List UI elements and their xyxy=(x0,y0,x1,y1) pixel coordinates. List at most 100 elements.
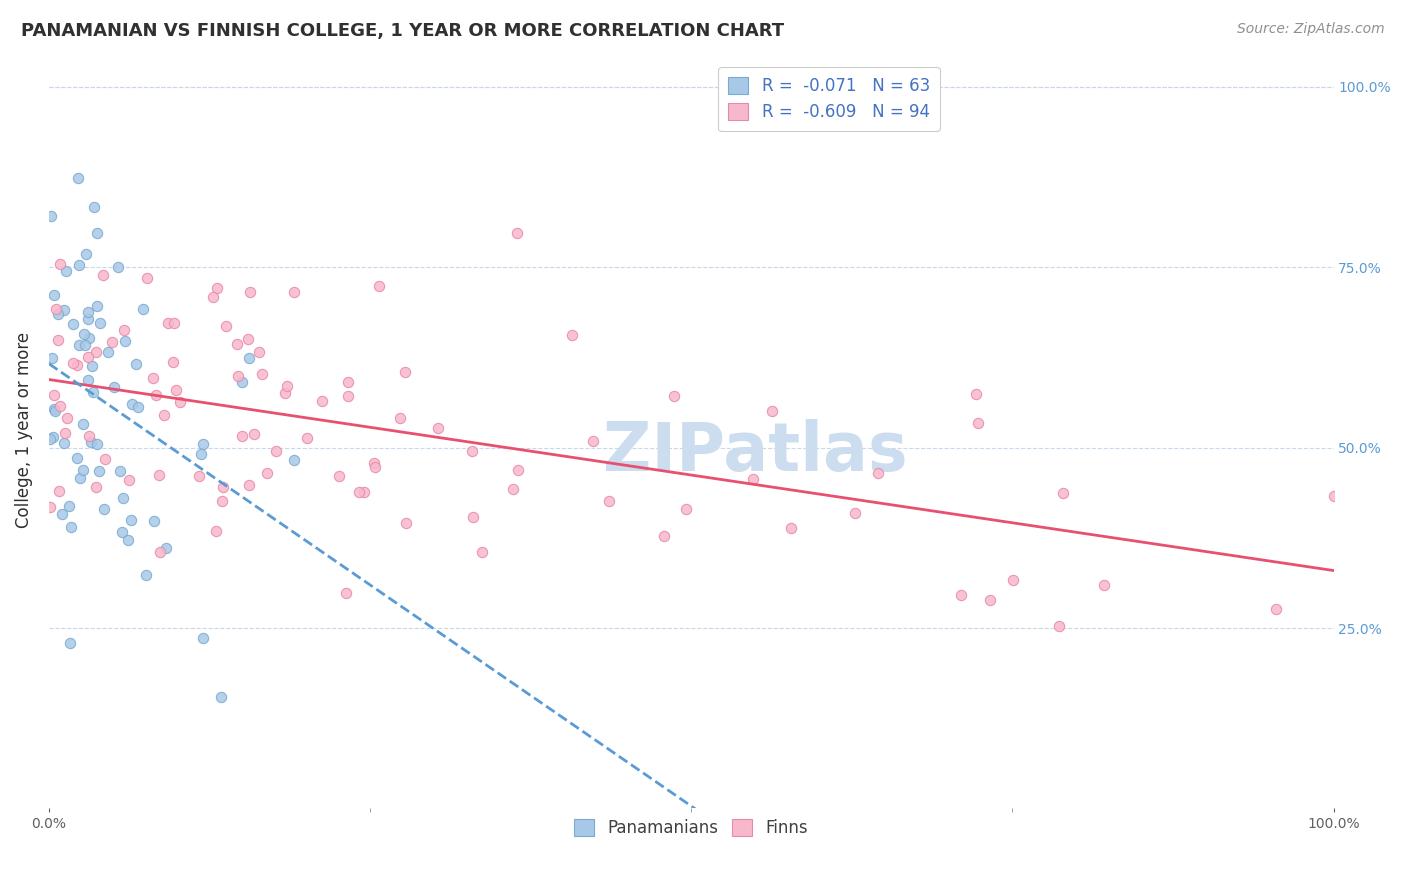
Point xyxy=(111,524,134,539)
Point xyxy=(82,385,104,400)
Point xyxy=(86,437,108,451)
Point xyxy=(508,462,530,476)
Point xyxy=(236,332,259,346)
Point xyxy=(662,389,685,403)
Point xyxy=(979,593,1001,607)
Y-axis label: College, 1 year or more: College, 1 year or more xyxy=(15,332,32,528)
Point xyxy=(46,333,69,347)
Point xyxy=(39,209,62,223)
Point xyxy=(66,358,89,372)
Point xyxy=(389,410,412,425)
Point xyxy=(46,308,69,322)
Point xyxy=(256,466,278,480)
Point xyxy=(59,636,82,650)
Point xyxy=(55,264,77,278)
Point xyxy=(283,453,305,467)
Point xyxy=(844,506,866,520)
Point xyxy=(62,317,84,331)
Point xyxy=(66,450,89,465)
Point xyxy=(94,451,117,466)
Point xyxy=(83,200,105,214)
Point xyxy=(108,464,131,478)
Point xyxy=(967,417,990,431)
Point xyxy=(77,429,100,443)
Point xyxy=(238,351,260,365)
Point xyxy=(226,337,249,351)
Point xyxy=(69,471,91,485)
Point xyxy=(353,484,375,499)
Point xyxy=(59,520,82,534)
Point xyxy=(1322,489,1344,503)
Point xyxy=(157,316,180,330)
Point xyxy=(228,369,250,384)
Point xyxy=(363,456,385,470)
Point xyxy=(211,494,233,508)
Point xyxy=(1002,573,1025,587)
Point xyxy=(395,516,418,530)
Point xyxy=(145,387,167,401)
Point xyxy=(107,260,129,274)
Point xyxy=(41,351,63,365)
Point xyxy=(82,359,104,373)
Point xyxy=(91,268,114,282)
Point xyxy=(87,464,110,478)
Point xyxy=(112,323,135,337)
Point xyxy=(367,278,389,293)
Point xyxy=(337,389,360,403)
Point xyxy=(120,513,142,527)
Point xyxy=(335,586,357,600)
Point xyxy=(148,468,170,483)
Point xyxy=(52,435,75,450)
Point xyxy=(73,338,96,352)
Point xyxy=(191,437,214,451)
Point xyxy=(165,383,187,397)
Point xyxy=(86,300,108,314)
Point xyxy=(86,226,108,240)
Point xyxy=(155,541,177,556)
Point xyxy=(675,502,697,516)
Point xyxy=(231,375,253,389)
Point xyxy=(97,344,120,359)
Point xyxy=(39,500,62,514)
Point xyxy=(42,430,65,444)
Point xyxy=(582,434,605,449)
Point xyxy=(86,480,108,494)
Point xyxy=(1047,619,1070,633)
Point xyxy=(39,432,62,446)
Point xyxy=(53,303,76,318)
Point xyxy=(283,285,305,299)
Point xyxy=(53,425,76,440)
Point xyxy=(779,521,801,535)
Text: Source: ZipAtlas.com: Source: ZipAtlas.com xyxy=(1237,22,1385,37)
Point xyxy=(75,247,97,261)
Legend: Panamanians, Finns: Panamanians, Finns xyxy=(567,811,817,846)
Point xyxy=(188,468,211,483)
Point xyxy=(950,588,973,602)
Point xyxy=(274,385,297,400)
Point xyxy=(45,301,67,316)
Point xyxy=(231,428,253,442)
Point xyxy=(67,259,90,273)
Point xyxy=(127,400,149,414)
Point xyxy=(62,356,84,370)
Point xyxy=(58,499,80,513)
Point xyxy=(276,379,298,393)
Point xyxy=(162,355,184,369)
Point xyxy=(67,171,90,186)
Point xyxy=(100,335,122,350)
Point xyxy=(49,399,72,413)
Point xyxy=(427,420,450,434)
Point xyxy=(111,491,134,505)
Point xyxy=(125,357,148,371)
Point xyxy=(1052,486,1074,500)
Point xyxy=(169,395,191,409)
Point xyxy=(118,473,141,487)
Point xyxy=(76,350,98,364)
Point xyxy=(209,690,232,705)
Point xyxy=(93,501,115,516)
Point xyxy=(471,545,494,559)
Point xyxy=(742,472,765,486)
Point xyxy=(72,417,94,431)
Point xyxy=(117,533,139,548)
Point xyxy=(142,371,165,385)
